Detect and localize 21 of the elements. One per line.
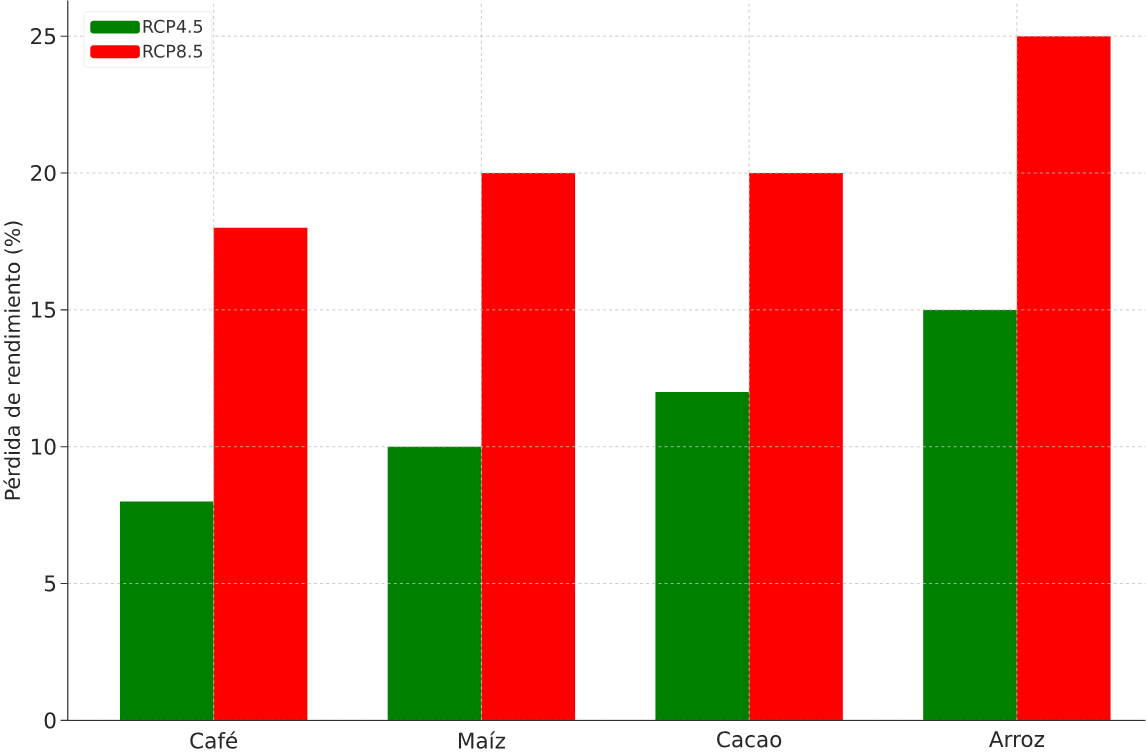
bar <box>923 309 1017 721</box>
x-tick-label: Arroz <box>989 731 1044 748</box>
y-tick-label: 10 <box>31 438 56 455</box>
y-tick-label: 5 <box>44 575 56 592</box>
legend-label: RCP8.5 <box>143 44 203 58</box>
x-tick-label: Cacao <box>717 731 782 748</box>
bar <box>387 446 482 721</box>
y-axis-title: Pérdida de rendimiento (%) <box>3 221 23 500</box>
bar <box>119 501 214 721</box>
y-tick-label: 0 <box>44 712 56 729</box>
bar <box>1016 36 1111 721</box>
y-tick-label: 20 <box>31 164 56 182</box>
bar <box>481 172 576 721</box>
bar <box>655 391 750 721</box>
y-tick-label: 15 <box>31 301 56 318</box>
bar <box>749 172 843 721</box>
y-tick-label: 25 <box>31 27 56 45</box>
x-tick-label: Maíz <box>458 731 506 749</box>
legend-label: RCP4.5 <box>143 19 203 33</box>
x-tick-label: Café <box>190 731 238 749</box>
bar <box>213 227 308 721</box>
